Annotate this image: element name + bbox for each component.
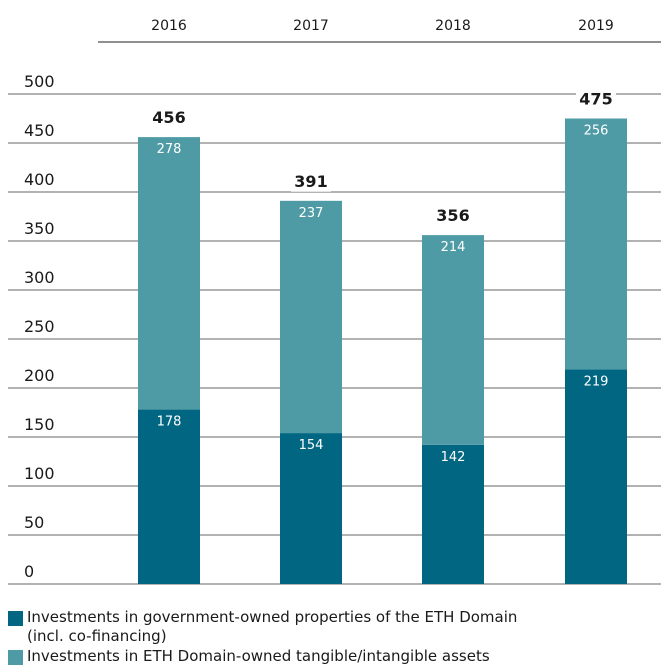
total-label-background xyxy=(433,206,473,227)
legend-item-government-properties: Investments in government-owned properti… xyxy=(8,608,648,646)
total-label: 356 xyxy=(436,206,469,225)
data-label: 178 xyxy=(157,415,182,430)
bar-segment xyxy=(138,137,200,410)
data-label: 154 xyxy=(299,438,324,453)
legend-label-line1: Investments in government-owned properti… xyxy=(27,608,518,626)
data-label: 256 xyxy=(584,124,609,139)
total-label: 475 xyxy=(579,90,612,109)
total-label-background xyxy=(291,171,331,192)
legend-label: Investments in ETH Domain-owned tangible… xyxy=(27,647,490,665)
total-label-background xyxy=(149,108,189,129)
y-tick-label: 500 xyxy=(24,72,55,91)
bar-segment xyxy=(422,444,484,584)
y-tick-label: 300 xyxy=(24,268,55,287)
legend-label-line2: (incl. co-financing) xyxy=(27,627,167,645)
y-tick-label: 100 xyxy=(24,464,55,483)
bar-segment xyxy=(280,200,342,434)
y-tick-label: 350 xyxy=(24,219,55,238)
bar-segment xyxy=(422,235,484,445)
y-tick-label: 150 xyxy=(24,415,55,434)
stacked-bar-chart: 0 50 100 150 200 250 300 350 400 450 500 2016 2017 20… xyxy=(8,18,661,585)
total-label: 456 xyxy=(152,108,185,127)
bar-segment xyxy=(565,118,627,370)
legend-swatch-government-properties xyxy=(8,611,23,626)
bar-segment xyxy=(280,433,342,584)
legend-item-eth-assets: Investments in ETH Domain-owned tangible… xyxy=(8,647,648,666)
data-label: 278 xyxy=(157,142,182,157)
y-tick-label: 50 xyxy=(24,513,44,532)
data-label: 237 xyxy=(299,206,324,221)
x-tick-label: 2018 xyxy=(435,18,471,34)
legend-swatch-eth-assets xyxy=(8,650,23,665)
y-tick-label: 450 xyxy=(24,121,55,140)
total-label-background xyxy=(576,89,616,110)
x-tick-label: 2017 xyxy=(293,18,329,34)
y-tick-label: 200 xyxy=(24,366,55,385)
y-tick-label: 250 xyxy=(24,317,55,336)
total-label: 391 xyxy=(294,172,327,191)
data-label: 219 xyxy=(584,374,609,389)
y-tick-label: 0 xyxy=(24,562,34,581)
x-tick-label: 2016 xyxy=(151,18,187,34)
data-label: 142 xyxy=(441,450,466,465)
y-tick-label: 400 xyxy=(24,170,55,189)
data-label: 214 xyxy=(441,240,466,255)
x-tick-label: 2019 xyxy=(578,18,614,34)
bar-segment xyxy=(565,369,627,584)
bar-segment xyxy=(138,409,200,584)
legend: Investments in government-owned properti… xyxy=(8,608,648,667)
